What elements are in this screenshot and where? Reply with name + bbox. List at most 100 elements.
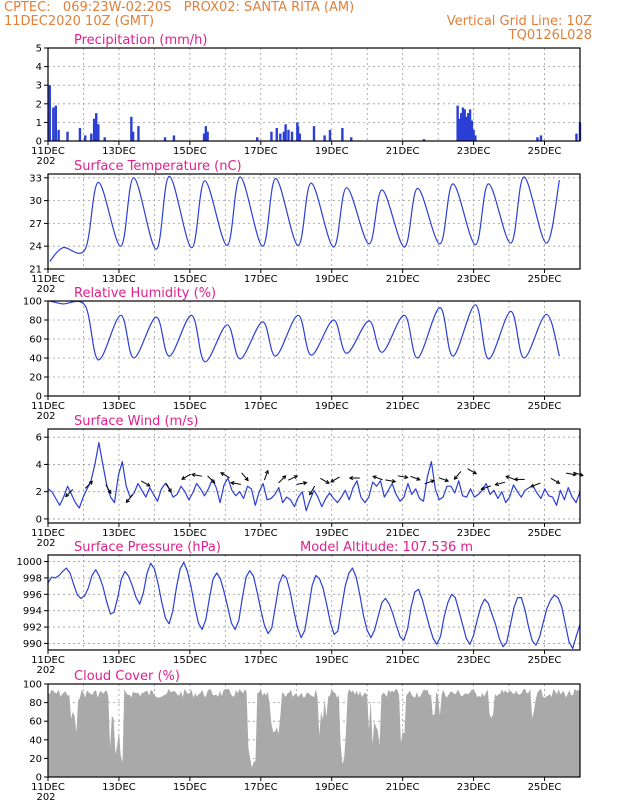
wind-vector bbox=[84, 480, 94, 489]
wind-vector bbox=[397, 474, 409, 480]
precip-bar bbox=[270, 131, 273, 141]
precip-bar bbox=[539, 135, 543, 141]
y-tick-label: 2 bbox=[36, 99, 42, 110]
x-tick-label: 13DEC bbox=[102, 782, 136, 793]
year-label: 202 bbox=[36, 284, 55, 295]
precip-bar bbox=[472, 129, 475, 141]
precip-bar bbox=[458, 118, 461, 141]
precip-bar bbox=[461, 107, 465, 141]
x-tick-label: 21DEC bbox=[386, 401, 420, 412]
wind-vector bbox=[348, 475, 360, 481]
wind-vector bbox=[330, 476, 340, 483]
wind-vector bbox=[287, 475, 299, 481]
x-tick-label: 15DEC bbox=[173, 655, 207, 666]
y-tick-label: 0 bbox=[36, 514, 42, 525]
x-tick-label: 25DEC bbox=[528, 655, 562, 666]
wind-vector bbox=[65, 489, 74, 498]
precip-bar bbox=[48, 85, 51, 141]
wind-vector bbox=[309, 485, 316, 496]
wind-vector bbox=[424, 479, 435, 485]
x-tick-label: 15DEC bbox=[173, 782, 207, 793]
precip-bar bbox=[422, 139, 426, 141]
panel-subtitle: Model Altitude: 107.536 m bbox=[300, 540, 473, 555]
panel-5 bbox=[44, 683, 581, 781]
y-tick-label: 60 bbox=[29, 335, 42, 346]
y-tick-label: 21 bbox=[29, 265, 42, 276]
y-tick-label: 990 bbox=[23, 639, 42, 650]
wind-vector bbox=[165, 482, 172, 493]
x-tick-label: 21DEC bbox=[386, 274, 420, 285]
x-tick-label: 21DEC bbox=[386, 655, 420, 666]
plot-frame bbox=[47, 173, 581, 270]
wind-vector bbox=[191, 472, 202, 478]
y-tick-label: 80 bbox=[29, 316, 42, 327]
y-tick-label: 1000 bbox=[17, 557, 42, 568]
x-tick-label: 25DEC bbox=[528, 401, 562, 412]
panel-title: Surface Temperature (nC) bbox=[74, 159, 242, 174]
precip-bar bbox=[92, 118, 96, 141]
y-tick-label: 994 bbox=[23, 606, 42, 617]
y-tick-label: 0 bbox=[36, 392, 42, 403]
y-tick-label: 4 bbox=[36, 62, 42, 73]
x-tick-label: 13DEC bbox=[102, 655, 136, 666]
precip-bar bbox=[536, 137, 539, 141]
precip-bar bbox=[172, 135, 176, 141]
x-tick-label: 23DEC bbox=[457, 782, 491, 793]
y-tick-label: 33 bbox=[29, 173, 42, 184]
x-tick-label: 23DEC bbox=[457, 528, 491, 539]
y-tick-label: 6 bbox=[36, 433, 42, 444]
precip-bar bbox=[163, 137, 167, 141]
x-tick-label: 13DEC bbox=[102, 401, 136, 412]
precip-bar bbox=[459, 113, 463, 141]
precip-bar bbox=[84, 135, 87, 141]
panel-1 bbox=[44, 173, 581, 273]
x-tick-label: 19DEC bbox=[315, 146, 349, 157]
y-tick-label: 40 bbox=[29, 735, 42, 746]
x-tick-label: 21DEC bbox=[386, 528, 420, 539]
header-run-id: TQ0126L028 bbox=[508, 28, 592, 43]
header-grid-line-note: Vertical Grid Line: 10Z bbox=[446, 14, 592, 29]
wind-vector bbox=[438, 477, 450, 483]
y-tick-label: 30 bbox=[29, 196, 42, 207]
precip-bar bbox=[256, 137, 259, 141]
x-tick-label: 21DEC bbox=[386, 782, 420, 793]
wind-vector bbox=[296, 481, 308, 486]
header-line-1: CPTEC: 069:23W-02:20S PROX02: SANTA RITA… bbox=[4, 0, 355, 15]
precip-bar bbox=[323, 135, 326, 141]
panel-3 bbox=[44, 428, 584, 527]
temperature-line bbox=[49, 175, 560, 262]
panel-title: Surface Wind (m/s) bbox=[74, 414, 198, 429]
x-tick-label: 19DEC bbox=[315, 655, 349, 666]
precip-bar bbox=[456, 105, 459, 141]
precip-bar bbox=[328, 129, 332, 141]
wind-vector bbox=[125, 494, 134, 504]
x-tick-label: 15DEC bbox=[173, 274, 207, 285]
precip-bar bbox=[468, 109, 472, 141]
wind-vector bbox=[480, 485, 491, 491]
precip-bar bbox=[95, 113, 98, 141]
x-tick-label: 17DEC bbox=[244, 146, 278, 157]
x-tick-label: 17DEC bbox=[244, 655, 278, 666]
y-tick-label: 0 bbox=[36, 773, 42, 784]
x-tick-label: 13DEC bbox=[102, 528, 136, 539]
y-tick-label: 100 bbox=[23, 297, 42, 308]
wind-vector bbox=[278, 475, 287, 484]
panel-title: Precipitation (mm/h) bbox=[74, 33, 207, 48]
panel-2 bbox=[44, 300, 581, 400]
year-label: 202 bbox=[36, 792, 55, 800]
precip-bar bbox=[90, 133, 93, 141]
precip-bar bbox=[341, 127, 344, 141]
x-tick-label: 23DEC bbox=[457, 274, 491, 285]
precip-bar bbox=[275, 127, 278, 141]
wind-vector bbox=[372, 475, 383, 481]
precip-bar bbox=[97, 124, 100, 141]
x-tick-label: 23DEC bbox=[457, 146, 491, 157]
panel-title: Surface Pressure (hPa) bbox=[74, 540, 221, 555]
precip-bar bbox=[474, 135, 477, 141]
precip-bar bbox=[465, 116, 468, 141]
plot-frame bbox=[47, 47, 581, 142]
x-tick-label: 21DEC bbox=[386, 146, 420, 157]
precip-bar bbox=[350, 137, 353, 141]
y-tick-label: 40 bbox=[29, 354, 42, 365]
precip-bar bbox=[287, 129, 290, 141]
